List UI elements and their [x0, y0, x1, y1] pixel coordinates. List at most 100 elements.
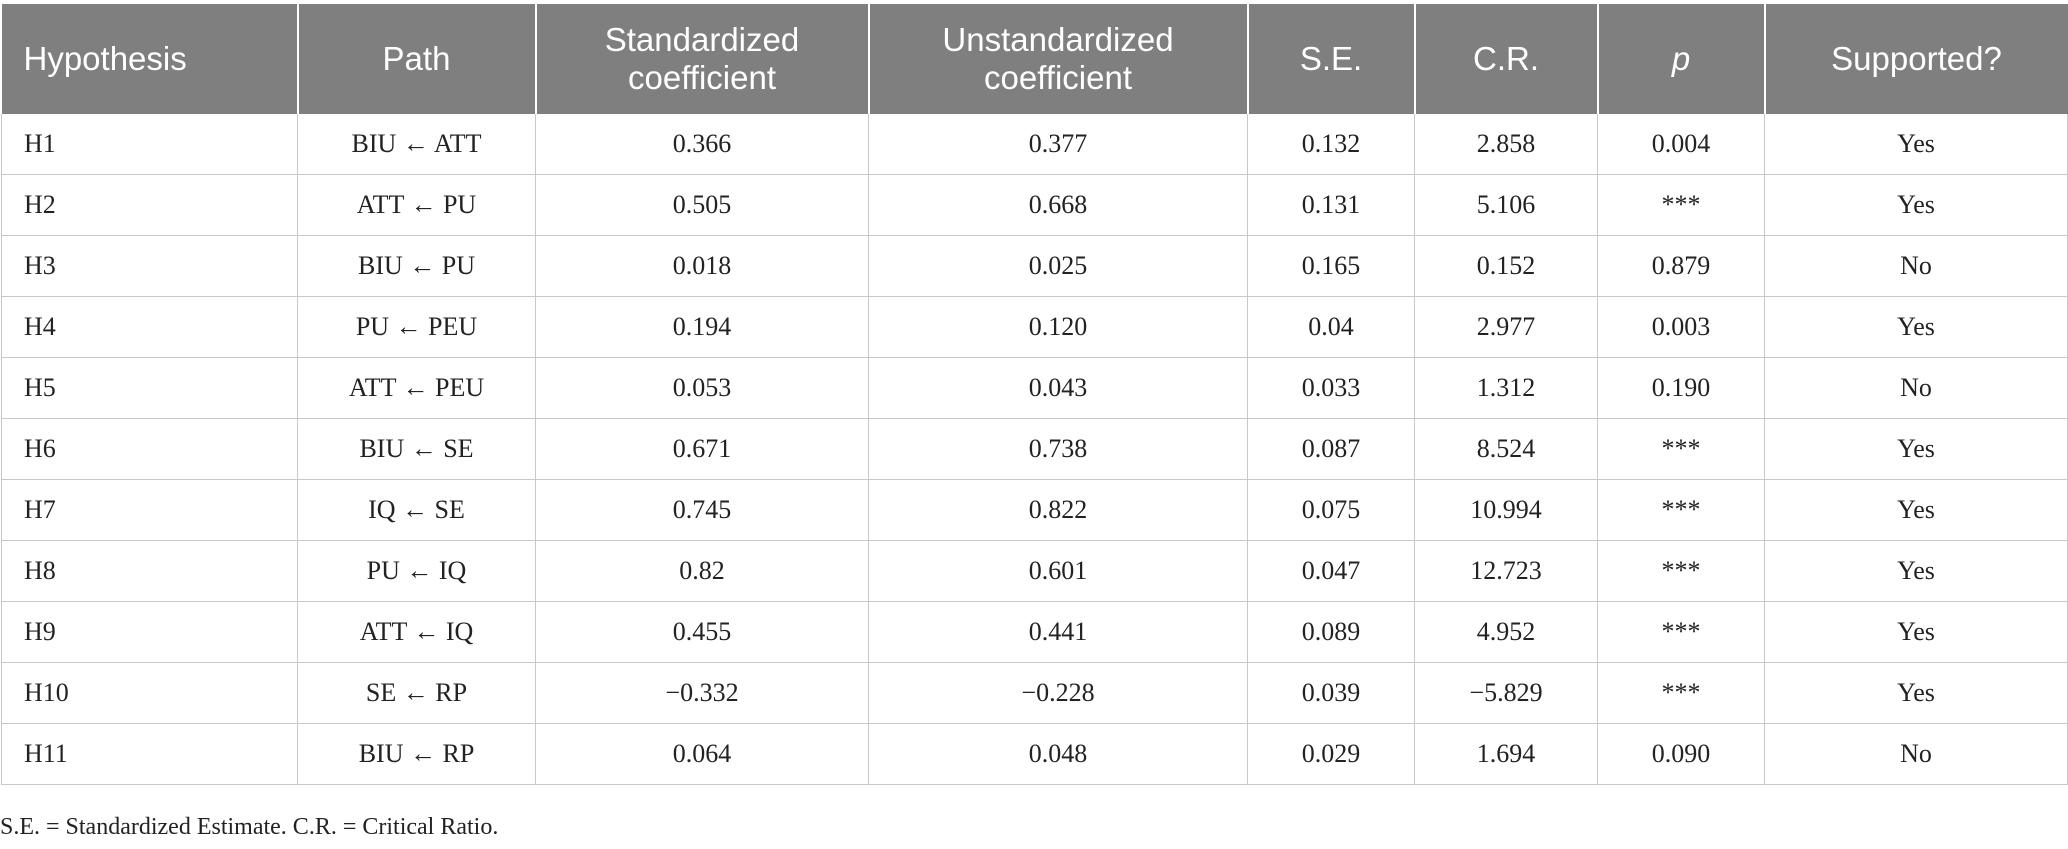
column-header-hypothesis: Hypothesis	[1, 4, 299, 114]
table-cell-hypothesis: H1	[1, 114, 298, 175]
column-header-unstandardized-coefficient: Unstandardized coefficient	[868, 4, 1249, 114]
column-header-standardized-coefficient: Standardized coefficient	[535, 4, 870, 114]
table-cell-p: ***	[1597, 479, 1765, 541]
table-cell-standardized-coefficient: 0.745	[535, 479, 869, 541]
table-row: H5 ATT ← PEU 0.053 0.043 0.033 1.312 0.190 No	[1, 357, 2068, 419]
column-header-label: C.R.	[1473, 40, 1539, 77]
table-row: H1 BIU ← ATT 0.366 0.377 0.132 2.858 0.004 Yes	[1, 114, 2068, 175]
table-cell-unstandardized-coefficient: 0.043	[868, 357, 1248, 419]
table-cell-supported: Yes	[1764, 114, 2068, 175]
table-cell-p: 0.004	[1597, 114, 1765, 175]
column-header-label: Hypothesis	[23, 40, 187, 77]
table-cell-hypothesis: H3	[1, 235, 298, 297]
table-cell-supported: Yes	[1764, 479, 2068, 541]
table-cell-path: ATT ← IQ	[297, 601, 536, 663]
table-cell-standardized-coefficient: 0.018	[535, 235, 869, 297]
table-cell-p: ***	[1597, 662, 1765, 724]
table-cell-standardized-coefficient: 0.194	[535, 296, 869, 358]
table-cell-supported: Yes	[1764, 174, 2068, 236]
table-row: H4 PU ← PEU 0.194 0.120 0.04 2.977 0.003 Yes	[1, 296, 2068, 358]
table-header: Hypothesis Path Standardized coefficient Uns…	[1, 4, 2068, 114]
table-cell-hypothesis: H10	[1, 662, 298, 724]
table-cell-hypothesis: H6	[1, 418, 298, 480]
table-cell-unstandardized-coefficient: 0.601	[868, 540, 1248, 602]
table-cell-cr: 1.694	[1414, 723, 1598, 785]
table-cell-p: 0.879	[1597, 235, 1765, 297]
results-table-container: Hypothesis Path Standardized coefficient Uns…	[0, 4, 2068, 785]
column-header-se: S.E.	[1247, 4, 1416, 114]
column-header-supported: Supported?	[1764, 4, 2068, 114]
table-cell-standardized-coefficient: 0.671	[535, 418, 869, 480]
table-cell-cr: 4.952	[1414, 601, 1598, 663]
table-cell-path: BIU ← PU	[297, 235, 536, 297]
table-cell-path: BIU ← SE	[297, 418, 536, 480]
table-cell-se: 0.131	[1247, 174, 1415, 236]
table-cell-hypothesis: H4	[1, 296, 298, 358]
table-cell-cr: 2.977	[1414, 296, 1598, 358]
column-header-label: p	[1671, 40, 1691, 77]
table-cell-supported: Yes	[1764, 601, 2068, 663]
table-cell-path: PU ← IQ	[297, 540, 536, 602]
table-cell-standardized-coefficient: 0.505	[535, 174, 869, 236]
table-cell-standardized-coefficient: 0.053	[535, 357, 869, 419]
column-header-label: Supported?	[1831, 40, 2002, 77]
column-header-path: Path	[297, 4, 537, 114]
table-cell-unstandardized-coefficient: 0.120	[868, 296, 1248, 358]
table-cell-supported: Yes	[1764, 540, 2068, 602]
table-cell-standardized-coefficient: −0.332	[535, 662, 869, 724]
table-row: H7 IQ ← SE 0.745 0.822 0.075 10.994 *** Yes	[1, 479, 2068, 541]
table-cell-hypothesis: H8	[1, 540, 298, 602]
table-cell-supported: Yes	[1764, 662, 2068, 724]
table-cell-path: BIU ← RP	[297, 723, 536, 785]
table-cell-p: ***	[1597, 601, 1765, 663]
table-cell-cr: 1.312	[1414, 357, 1598, 419]
table-cell-se: 0.075	[1247, 479, 1415, 541]
table-cell-standardized-coefficient: 0.455	[535, 601, 869, 663]
table-row: H11 BIU ← RP 0.064 0.048 0.029 1.694 0.090 No	[1, 723, 2068, 785]
column-header-cr: C.R.	[1414, 4, 1599, 114]
table-cell-path: ATT ← PEU	[297, 357, 536, 419]
table-cell-supported: Yes	[1764, 296, 2068, 358]
table-cell-se: 0.039	[1247, 662, 1415, 724]
table-cell-path: SE ← RP	[297, 662, 536, 724]
table-cell-hypothesis: H9	[1, 601, 298, 663]
table-cell-p: 0.003	[1597, 296, 1765, 358]
table-cell-path: PU ← PEU	[297, 296, 536, 358]
table-cell-unstandardized-coefficient: 0.668	[868, 174, 1248, 236]
column-header-p: p	[1597, 4, 1766, 114]
table-cell-hypothesis: H7	[1, 479, 298, 541]
table-cell-path: IQ ← SE	[297, 479, 536, 541]
table-cell-se: 0.165	[1247, 235, 1415, 297]
table-cell-cr: 12.723	[1414, 540, 1598, 602]
hypothesis-results-table: Hypothesis Path Standardized coefficient Uns…	[1, 4, 2068, 785]
table-cell-p: ***	[1597, 418, 1765, 480]
column-header-label-line2: coefficient	[628, 59, 776, 96]
table-cell-hypothesis: H5	[1, 357, 298, 419]
table-cell-hypothesis: H2	[1, 174, 298, 236]
column-header-label: Standardized	[604, 21, 800, 58]
table-cell-unstandardized-coefficient: 0.025	[868, 235, 1248, 297]
table-cell-unstandardized-coefficient: 0.441	[868, 601, 1248, 663]
table-cell-se: 0.033	[1247, 357, 1415, 419]
table-cell-se: 0.04	[1247, 296, 1415, 358]
table-cell-se: 0.047	[1247, 540, 1415, 602]
table-footnote: S.E. = Standardized Estimate. C.R. = Cri…	[0, 814, 499, 840]
table-cell-standardized-coefficient: 0.82	[535, 540, 869, 602]
table-cell-supported: No	[1764, 357, 2068, 419]
table-cell-unstandardized-coefficient: 0.377	[868, 114, 1248, 175]
table-cell-standardized-coefficient: 0.064	[535, 723, 869, 785]
table-cell-unstandardized-coefficient: 0.738	[868, 418, 1248, 480]
table-cell-se: 0.029	[1247, 723, 1415, 785]
table-cell-p: 0.090	[1597, 723, 1765, 785]
table-cell-path: ATT ← PU	[297, 174, 536, 236]
table-row: H6 BIU ← SE 0.671 0.738 0.087 8.524 *** Yes	[1, 418, 2068, 480]
header-row: Hypothesis Path Standardized coefficient Uns…	[1, 4, 2068, 114]
table-row: H8 PU ← IQ 0.82 0.601 0.047 12.723 *** Yes	[1, 540, 2068, 602]
column-header-label-line2: coefficient	[984, 59, 1132, 96]
column-header-label: Unstandardized	[942, 21, 1174, 58]
table-row: H9 ATT ← IQ 0.455 0.441 0.089 4.952 *** Yes	[1, 601, 2068, 663]
table-cell-cr: 8.524	[1414, 418, 1598, 480]
table-cell-cr: 0.152	[1414, 235, 1598, 297]
table-cell-unstandardized-coefficient: 0.822	[868, 479, 1248, 541]
table-cell-se: 0.087	[1247, 418, 1415, 480]
